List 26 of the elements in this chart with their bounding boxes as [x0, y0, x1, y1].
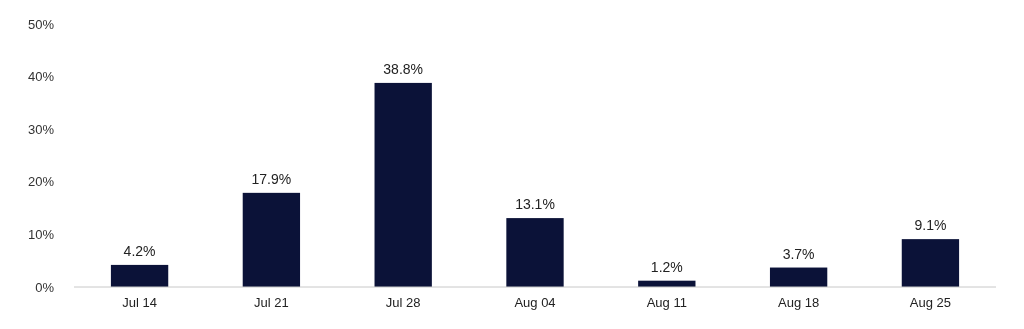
- data-label: 13.1%: [515, 196, 555, 213]
- y-tick-label: 30%: [27, 121, 55, 137]
- y-tick-label: 0%: [35, 279, 55, 295]
- bar: [769, 267, 828, 287]
- data-label: 3.7%: [782, 245, 815, 262]
- data-label: 38.8%: [383, 60, 424, 77]
- data-label: 9.1%: [914, 217, 947, 234]
- data-label: 1.2%: [650, 258, 683, 275]
- y-tick-label: 20%: [27, 174, 55, 190]
- x-tick-label: Jul 28: [385, 295, 421, 310]
- x-tick-label: Aug 11: [646, 295, 687, 310]
- x-tick-label: Aug 18: [778, 295, 820, 310]
- x-tick-label: Aug 04: [514, 295, 556, 310]
- bar: [901, 239, 960, 287]
- bar: [110, 264, 169, 287]
- data-label: 4.2%: [123, 242, 156, 259]
- x-tick-label: Aug 25: [909, 295, 952, 310]
- bar: [506, 218, 564, 287]
- bar: [374, 82, 432, 287]
- data-label: 17.9%: [251, 170, 292, 187]
- x-tick-label: Jul 14: [122, 295, 157, 310]
- y-tick-label: 10%: [27, 226, 55, 242]
- y-tick-label: 40%: [27, 69, 55, 85]
- x-tick-label: Jul 21: [254, 295, 289, 310]
- y-tick-label: 50%: [27, 16, 55, 32]
- bar: [242, 192, 301, 287]
